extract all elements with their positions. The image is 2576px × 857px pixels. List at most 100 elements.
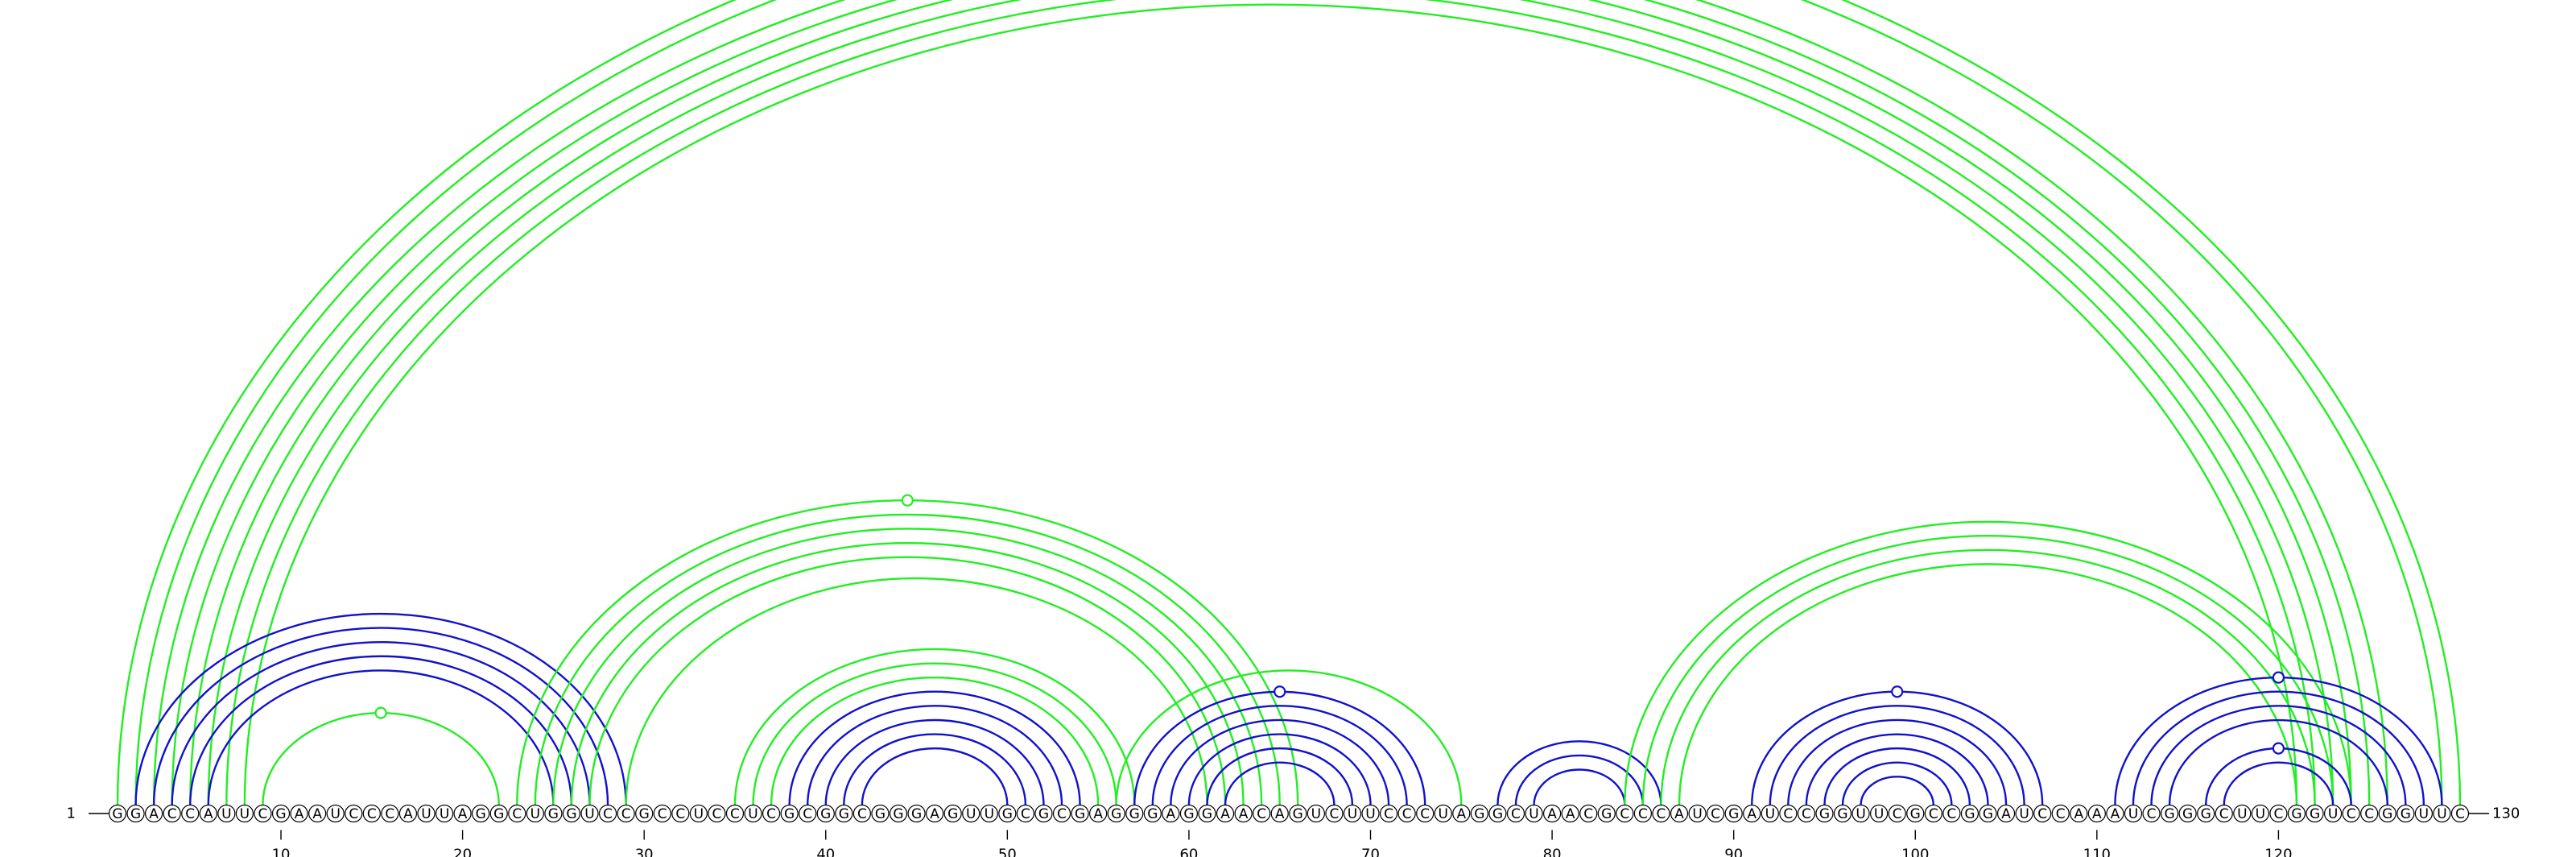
- nucleotide: G: [2160, 804, 2179, 823]
- nucleotide-letter: C: [1893, 806, 1902, 822]
- nucleotide: G: [1198, 804, 1216, 823]
- nucleotide-letter: U: [2437, 806, 2446, 822]
- base-pair-arc: [1115, 669, 1463, 805]
- nucleotide-circle: [1506, 804, 1525, 823]
- nucleotide-circle: [1561, 804, 1579, 823]
- nucleotide: A: [1670, 804, 1689, 823]
- nucleotide-letter: U: [1692, 806, 1702, 822]
- nucleotide-letter: G: [1075, 806, 1085, 822]
- nucleotide-circle: [2269, 804, 2288, 823]
- nucleotide: C: [1888, 804, 1906, 823]
- nucleotide-letter: G: [1038, 806, 1049, 822]
- nucleotide-circle: [472, 804, 490, 823]
- nucleotide: G: [1107, 804, 1125, 823]
- nucleotide: G: [2306, 804, 2324, 823]
- nucleotide-letter: A: [295, 806, 304, 822]
- nucleotide-circle: [2087, 804, 2106, 823]
- nucleotide-letter: G: [112, 806, 122, 822]
- nucleotide-letter: C: [1402, 806, 1412, 822]
- nucleotide-circle: [2197, 804, 2215, 823]
- base-pair-arc: [534, 514, 1281, 805]
- nucleotide: C: [2051, 804, 2070, 823]
- nucleotide-letter: G: [1492, 806, 1503, 822]
- tick-label: 40: [816, 847, 835, 857]
- nucleotide-circle: [2414, 804, 2433, 823]
- nucleotide-letter: C: [2347, 806, 2356, 822]
- nucleotide-circle: [2051, 804, 2070, 823]
- nucleotide-letter: C: [712, 806, 721, 822]
- nucleotide-circle: [762, 804, 781, 823]
- nucleotide-circle: [1216, 804, 1235, 823]
- nucleotide-circle: [2142, 804, 2161, 823]
- nucleotide-letter: C: [1384, 806, 1393, 822]
- nucleotide-letter: U: [330, 806, 340, 822]
- arc-apex-marker: [2272, 742, 2285, 755]
- nucleotide: A: [1996, 804, 2016, 823]
- nucleotide: U: [1343, 804, 1362, 823]
- base-pair-arc: [1206, 747, 1354, 805]
- nucleotide-letter: C: [512, 806, 522, 822]
- nucleotide: G: [1724, 804, 1743, 823]
- nucleotide-letter: U: [2328, 806, 2338, 822]
- nucleotide-letter: A: [2001, 806, 2011, 822]
- nucleotide-circle: [1397, 804, 1416, 823]
- base-pair-arc: [2168, 718, 2388, 805]
- nucleotide: G: [816, 804, 835, 823]
- nucleotide-circle: [1597, 804, 1616, 823]
- nucleotide-circle: [1724, 804, 1743, 823]
- nucleotide: U: [2015, 804, 2033, 823]
- nucleotide: C: [1016, 804, 1035, 823]
- nucleotide: G: [1960, 804, 1979, 823]
- arc-apex-marker: [1274, 685, 1286, 698]
- nucleotide-circle: [1761, 804, 1779, 823]
- nucleotide-letter: C: [1946, 806, 1956, 822]
- nucleotide-circle: [708, 804, 726, 823]
- nucleotide-circle: [381, 804, 399, 823]
- nucleotide-circle: [2433, 804, 2451, 823]
- nucleotide: C: [1779, 804, 1798, 823]
- nucleotide-circle: [1379, 804, 1398, 823]
- base-pair-arc: [154, 0, 2388, 805]
- nucleotide-letter: C: [2364, 806, 2374, 822]
- nucleotide-letter: G: [2201, 806, 2211, 822]
- nucleotide-circle: [2070, 804, 2088, 823]
- tick-label: 110: [2083, 847, 2111, 857]
- nucleotide-letter: C: [1638, 806, 1648, 822]
- nucleotide-circle: [1779, 804, 1798, 823]
- nucleotide-letter: A: [1456, 806, 1466, 822]
- nucleotide-circle: [852, 804, 871, 823]
- base-pair-arc: [1151, 705, 1408, 805]
- nucleotide: U: [980, 804, 998, 823]
- nucleotide: U: [1852, 804, 1870, 823]
- base-pair-arc: [189, 655, 573, 805]
- tick-label: 50: [998, 847, 1017, 857]
- nucleotide-circle: [1633, 804, 1652, 823]
- nucleotide-circle: [1034, 804, 1053, 823]
- nucleotide-letter: G: [639, 806, 650, 822]
- nucleotide-circle: [1960, 804, 1979, 823]
- nucleotide-circle: [1579, 804, 1598, 823]
- nucleotide-letter: C: [258, 806, 268, 822]
- base-pair-arc: [2132, 690, 2425, 805]
- nucleotide-circle: [435, 804, 454, 823]
- nucleotide: U: [217, 804, 236, 823]
- nucleotide-letter: U: [2019, 806, 2029, 822]
- nucleotide: G: [835, 804, 853, 823]
- nucleotide-circle: [1253, 804, 1271, 823]
- nucleotide-letter: C: [2056, 806, 2066, 822]
- nucleotide-letter: C: [1057, 806, 1067, 822]
- nucleotide-circle: [980, 804, 998, 823]
- base-pair-arc: [1823, 747, 1971, 805]
- nucleotide: G: [889, 804, 908, 823]
- nucleotide-letter: C: [1420, 806, 1430, 822]
- nucleotide-letter: G: [2310, 806, 2320, 822]
- nucleotide-letter: C: [603, 806, 613, 822]
- base-pair-arc: [1187, 733, 1372, 805]
- nucleotide-circle: [126, 804, 145, 823]
- nucleotide-letter: G: [1910, 806, 1921, 822]
- nucleotide: U: [2414, 804, 2433, 823]
- nucleotide-circle: [2396, 804, 2415, 823]
- nucleotide: A: [2087, 804, 2106, 823]
- nucleotide-letter: C: [1657, 806, 1666, 822]
- nucleotide: C: [1924, 804, 1942, 823]
